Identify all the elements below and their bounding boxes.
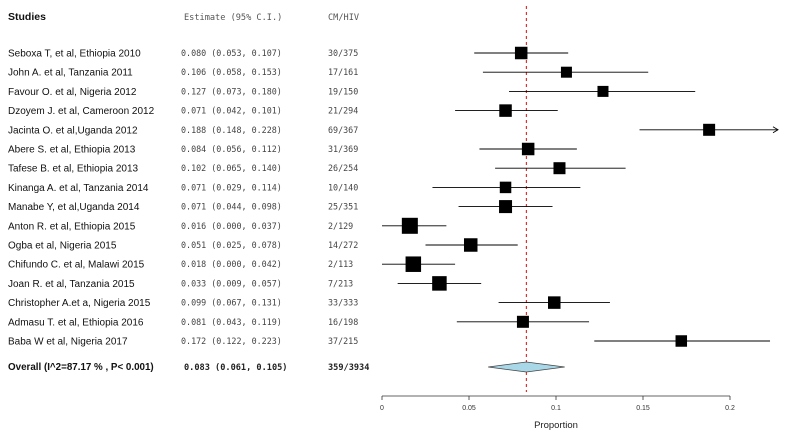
study-count: 14/272 [328, 240, 358, 250]
study-label: Abere S. et al, Ethiopia 2013 [8, 145, 136, 156]
study-estimate: 0.018 (0.000, 0.042) [181, 259, 282, 269]
study-row: Baba W et al, Nigeria 2017 0.172 (0.122, … [8, 336, 358, 348]
study-label: Favour O. et al, Nigeria 2012 [8, 87, 137, 98]
study-label: Joan R. et al, Tanzania 2015 [8, 279, 135, 290]
study-label: Baba W et al, Nigeria 2017 [8, 337, 128, 348]
point-estimate [703, 123, 716, 136]
study-estimate: 0.071 (0.042, 0.101) [181, 106, 282, 116]
study-row: Jacinta O. et al,Uganda 2012 0.188 (0.148… [8, 125, 358, 137]
study-row: John A. et al, Tanzania 2011 0.106 (0.058… [8, 67, 358, 79]
study-label: Dzoyem J. et al, Cameroon 2012 [8, 106, 155, 117]
x-axis: 0 0.05 0.1 0.15 0.2 [380, 395, 735, 412]
point-estimate [675, 335, 688, 347]
study-count: 30/375 [328, 48, 358, 58]
study-label: Anton R. et al, Ethiopia 2015 [8, 221, 136, 232]
study-label: Ogba et al, Nigeria 2015 [8, 241, 117, 252]
x-tick-label: 0.1 [551, 405, 561, 412]
study-estimate: 0.033 (0.009, 0.057) [181, 278, 282, 288]
study-count: 25/351 [328, 202, 358, 212]
study-label: Seboxa T, et al, Ethiopia 2010 [8, 49, 141, 60]
study-label: Kinanga A. et al, Tanzania 2014 [8, 183, 149, 194]
study-count: 33/333 [328, 298, 358, 308]
point-estimate [499, 104, 512, 117]
study-count: 2/129 [328, 221, 353, 231]
study-row: Manabe Y, et al,Uganda 2014 0.071 (0.044,… [8, 202, 358, 214]
study-row: Tafese B. et al, Ethiopia 2013 0.102 (0.0… [8, 163, 358, 175]
point-estimate [401, 217, 418, 234]
study-row: Favour O. et al, Nigeria 2012 0.127 (0.07… [8, 86, 358, 98]
study-estimate: 0.102 (0.065, 0.140) [181, 163, 282, 173]
study-row: Joan R. et al, Tanzania 2015 0.033 (0.009… [8, 278, 353, 290]
point-estimate [463, 238, 478, 252]
overall-estimate: 0.083 (0.061, 0.105) [184, 363, 287, 373]
study-estimate: 0.127 (0.073, 0.180) [181, 86, 282, 96]
point-estimate [499, 181, 512, 194]
estimate-header: Estimate (95% C.I.) [184, 13, 282, 23]
overall-label: Overall (I^2=87.17 % , P< 0.001) [8, 362, 154, 373]
study-count: 19/150 [328, 86, 358, 96]
study-row: Christopher A.et a, Nigeria 2015 0.099 (0… [8, 298, 358, 310]
study-row: Ogba et al, Nigeria 2015 0.051 (0.025, 0.… [8, 240, 358, 252]
study-row: Admasu T. et al, Ethiopia 2016 0.081 (0.0… [8, 317, 358, 329]
plot-marks [382, 6, 779, 392]
point-estimate [514, 46, 528, 60]
study-estimate: 0.080 (0.053, 0.107) [181, 48, 282, 58]
x-tick-label: 0.2 [725, 405, 735, 412]
study-count: 16/198 [328, 317, 358, 327]
study-count: 37/215 [328, 336, 358, 346]
point-estimate [516, 315, 529, 328]
study-count: 69/367 [328, 125, 358, 135]
study-estimate: 0.084 (0.056, 0.112) [181, 144, 282, 154]
ci-arrow [772, 126, 779, 134]
study-estimate: 0.016 (0.000, 0.037) [181, 221, 282, 231]
study-rows: Seboxa T, et al, Ethiopia 2010 0.080 (0.0… [8, 48, 358, 348]
study-estimate: 0.106 (0.058, 0.153) [181, 67, 282, 77]
study-row: Abere S. et al, Ethiopia 2013 0.084 (0.05… [8, 144, 358, 156]
study-count: 17/161 [328, 67, 358, 77]
study-count: 21/294 [328, 106, 358, 116]
study-row: Kinanga A. et al, Tanzania 2014 0.071 (0.… [8, 182, 358, 194]
point-estimate [560, 66, 572, 78]
overall-diamond [488, 361, 565, 373]
study-label: Admasu T. et al, Ethiopia 2016 [8, 317, 144, 328]
study-label: Tafese B. et al, Ethiopia 2013 [8, 164, 139, 175]
study-label: John A. et al, Tanzania 2011 [8, 68, 133, 79]
study-label: Christopher A.et a, Nigeria 2015 [8, 298, 151, 309]
study-estimate: 0.051 (0.025, 0.078) [181, 240, 282, 250]
study-label: Jacinta O. et al,Uganda 2012 [8, 125, 138, 136]
study-row: Chifundo C. et al, Malawi 2015 0.018 (0.0… [8, 259, 353, 271]
x-tick-label: 0.05 [462, 405, 476, 412]
count-header: CM/HIV [328, 13, 359, 23]
studies-header: Studies [8, 11, 46, 23]
overall-count: 359/3934 [328, 363, 369, 373]
study-count: 7/213 [328, 278, 353, 288]
point-estimate [405, 256, 422, 272]
x-tick-label: 0 [380, 405, 384, 412]
study-count: 2/113 [328, 259, 353, 269]
x-axis-title: Proportion [534, 420, 578, 431]
point-estimate [432, 276, 447, 291]
point-estimate [548, 296, 561, 309]
study-estimate: 0.099 (0.067, 0.131) [181, 298, 282, 308]
study-label: Manabe Y, et al,Uganda 2014 [8, 202, 140, 213]
point-estimate [499, 200, 513, 214]
x-tick-label: 0.15 [636, 405, 650, 412]
point-estimate [597, 85, 609, 97]
study-estimate: 0.071 (0.029, 0.114) [181, 182, 282, 192]
study-row: Dzoyem J. et al, Cameroon 2012 0.071 (0.0… [8, 106, 358, 118]
study-count: 26/254 [328, 163, 358, 173]
study-estimate: 0.188 (0.148, 0.228) [181, 125, 282, 135]
study-estimate: 0.071 (0.044, 0.098) [181, 202, 282, 212]
study-estimate: 0.081 (0.043, 0.119) [181, 317, 282, 327]
point-estimate [553, 162, 566, 175]
study-row: Anton R. et al, Ethiopia 2015 0.016 (0.00… [8, 221, 353, 233]
study-estimate: 0.172 (0.122, 0.223) [181, 336, 282, 346]
point-estimate [521, 142, 535, 156]
study-count: 31/369 [328, 144, 358, 154]
study-row: Seboxa T, et al, Ethiopia 2010 0.080 (0.0… [8, 48, 358, 60]
study-label: Chifundo C. et al, Malawi 2015 [8, 260, 145, 271]
study-count: 10/140 [328, 182, 358, 192]
